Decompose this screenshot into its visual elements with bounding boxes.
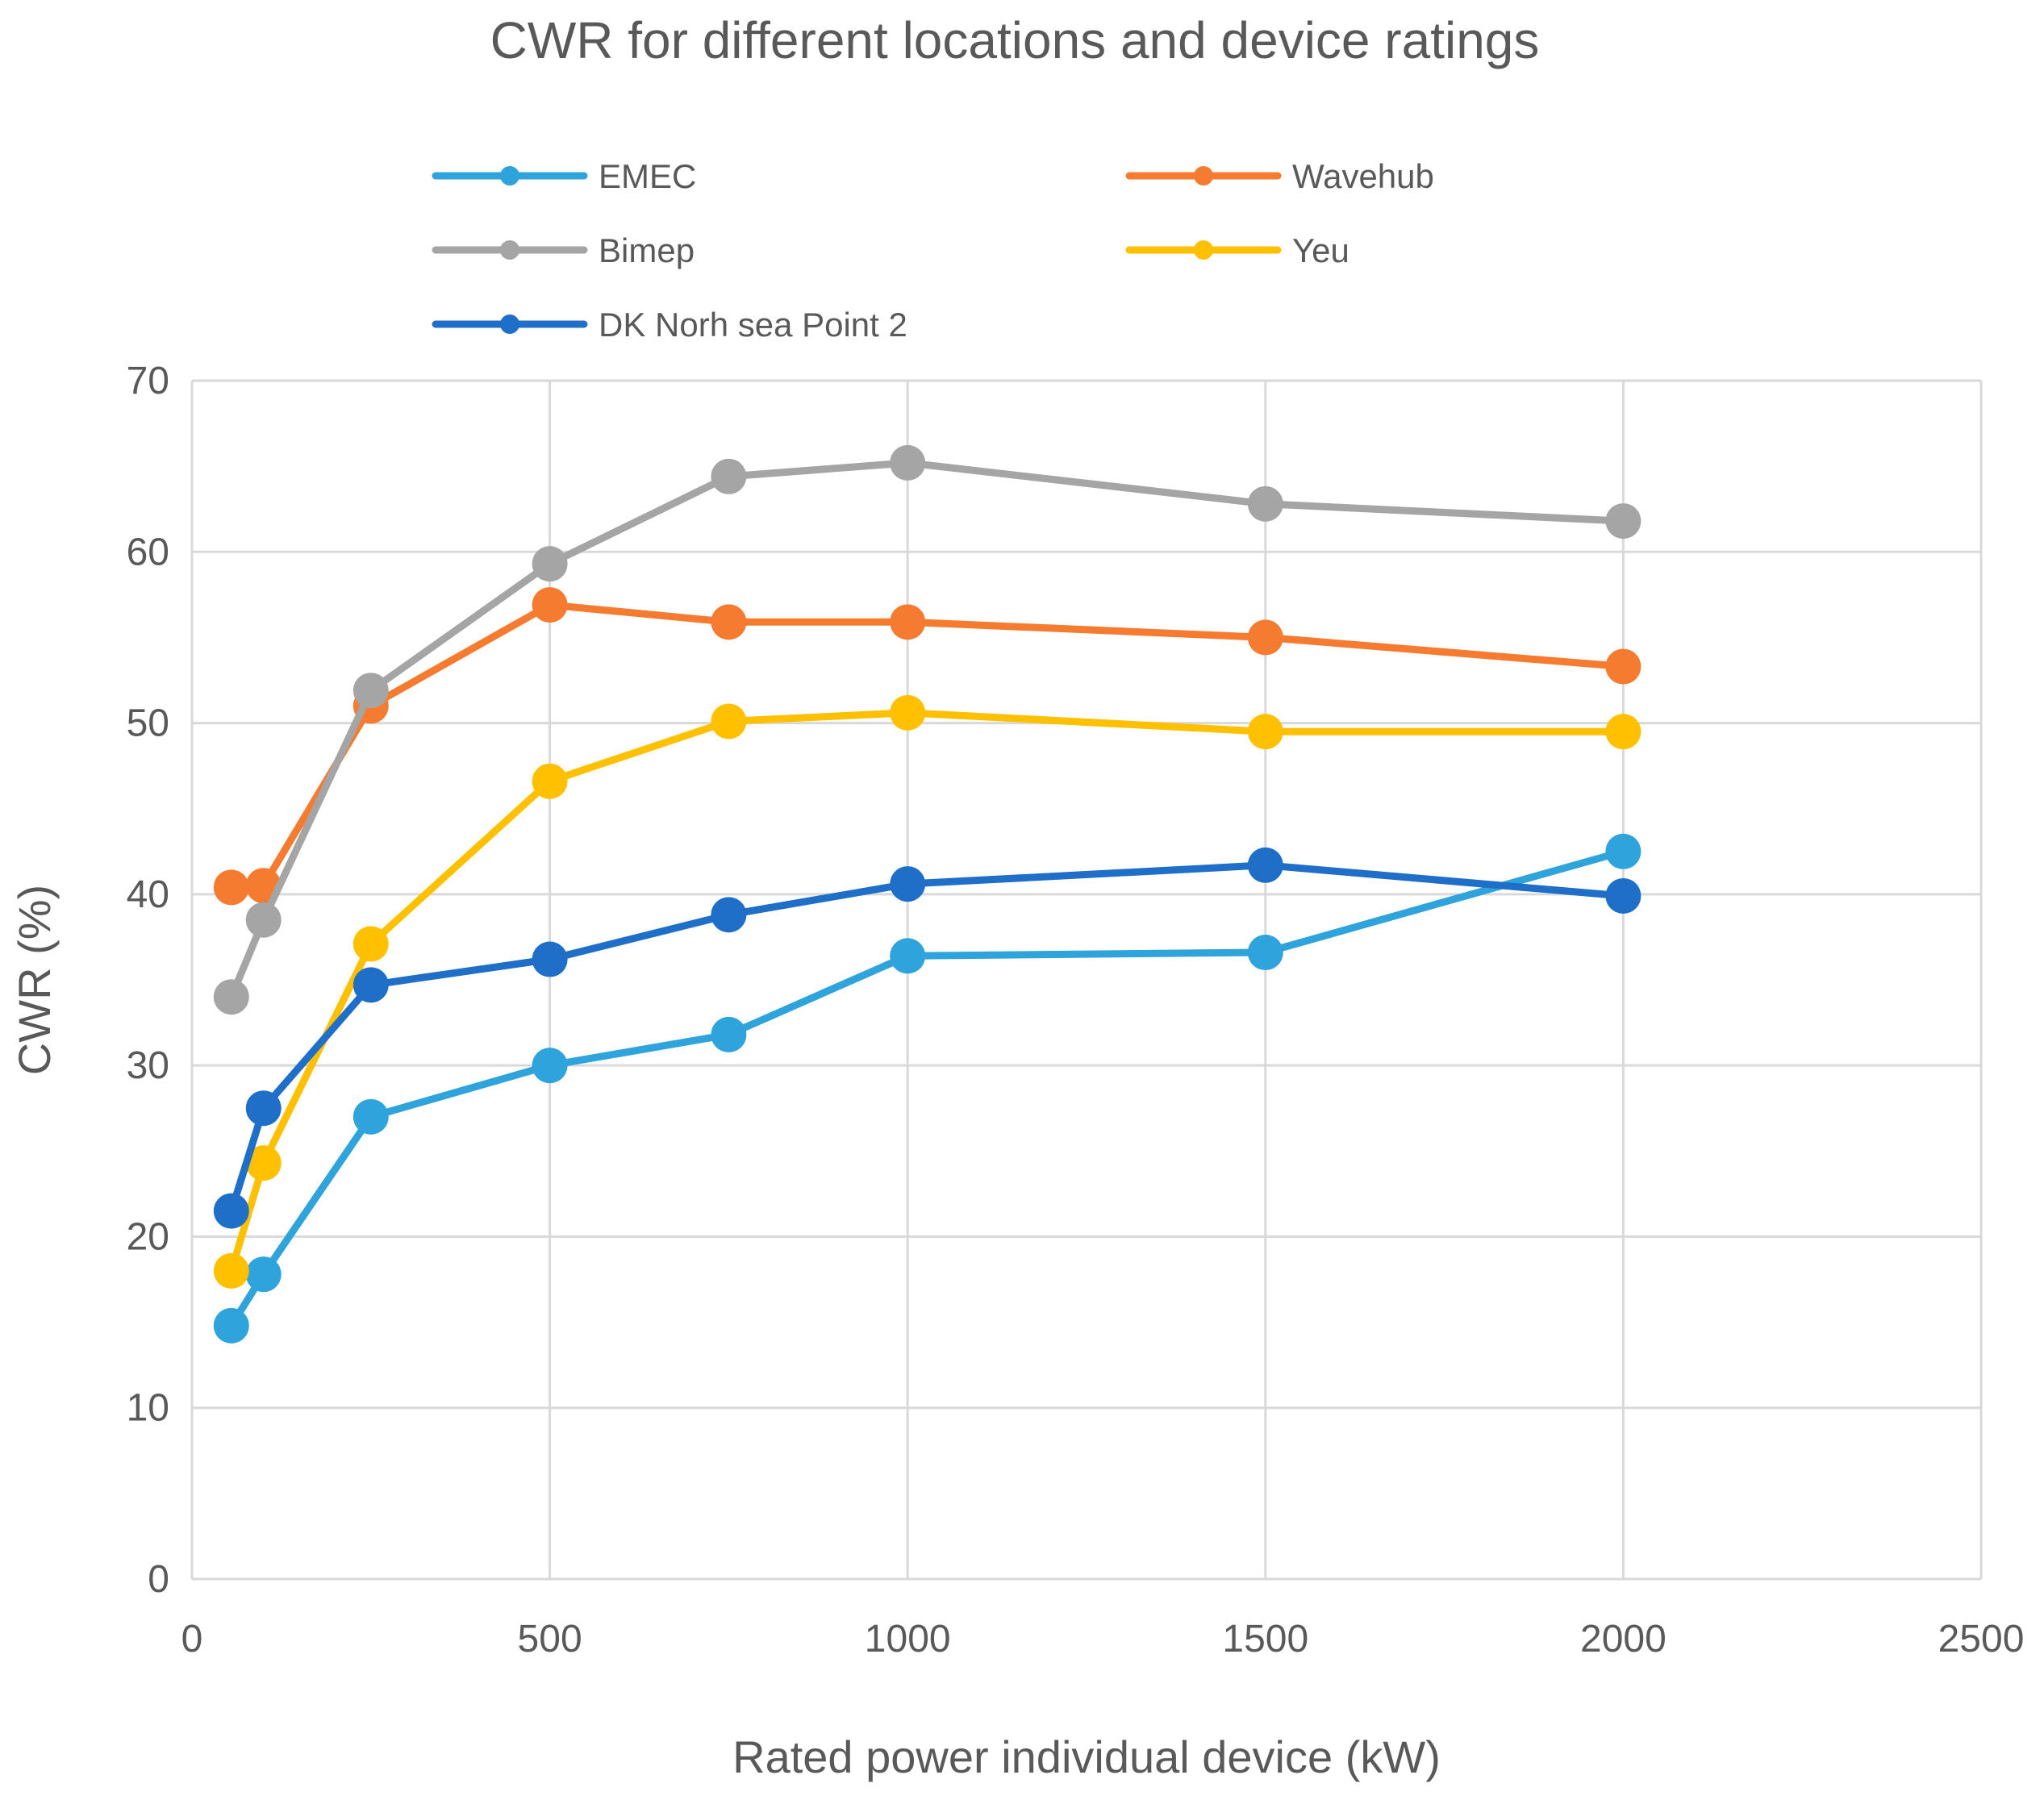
series-emec (213, 833, 1641, 1344)
data-point-bimep-250 (352, 673, 389, 709)
y-tick-label-30: 30 (127, 1044, 169, 1087)
data-point-yeu-750 (711, 703, 747, 740)
data-point-emec-1000 (890, 938, 926, 974)
data-point-bimep-55 (213, 979, 249, 1015)
legend-item-bimep: Bimep (432, 231, 695, 269)
legend-swatch-marker-emec (500, 166, 519, 185)
data-point-wavehub-500 (532, 587, 568, 623)
data-point-yeu-250 (352, 926, 389, 962)
y-tick-label-60: 60 (127, 531, 169, 573)
data-point-emec-2000 (1605, 833, 1641, 869)
series-line-yeu (227, 709, 1627, 1275)
data-point-emec-55 (213, 1307, 249, 1344)
chart-title: CWR for different locations and device r… (490, 11, 1540, 69)
data-point-emec-100 (245, 1256, 282, 1293)
series-line-wavehub (227, 601, 1627, 891)
legend-item-emec: EMEC (432, 157, 696, 195)
legend-label-bimep: Bimep (599, 231, 695, 269)
data-point-bimep-1000 (890, 444, 926, 481)
data-point-wavehub-2000 (1605, 648, 1641, 685)
series-line-bimep (227, 459, 1627, 1001)
data-point-dk-norh-sea-point-2-1500 (1247, 847, 1283, 883)
legend-label-wavehub: Wavehub (1292, 157, 1434, 195)
legend: EMEC Wavehub Bimep Yeu DK Norh sea Point 2 (432, 157, 1434, 344)
legend-swatch-marker-wavehub (1194, 166, 1213, 185)
x-tick-label-2000: 2000 (1580, 1618, 1666, 1660)
data-point-dk-norh-sea-point-2-100 (245, 1090, 282, 1127)
y-tick-label-40: 40 (127, 873, 169, 916)
series-dk-norh-sea-point-2 (213, 847, 1641, 1229)
y-axis-title: CWR (%) (9, 885, 60, 1075)
data-point-yeu-1500 (1247, 714, 1283, 750)
data-point-bimep-2000 (1605, 503, 1641, 540)
x-tick-label-1000: 1000 (865, 1618, 951, 1660)
legend-label-yeu: Yeu (1292, 231, 1349, 269)
x-tick-label-0: 0 (181, 1618, 203, 1660)
y-tick-label-20: 20 (127, 1215, 169, 1258)
data-point-emec-750 (711, 1016, 747, 1052)
legend-swatch-marker-yeu (1194, 240, 1213, 260)
data-point-bimep-1500 (1247, 485, 1283, 522)
data-point-dk-norh-sea-point-2-55 (213, 1193, 249, 1229)
data-point-emec-500 (532, 1048, 568, 1084)
series-wavehub (213, 587, 1641, 906)
data-point-yeu-100 (245, 1145, 282, 1181)
legend-item-yeu: Yeu (1125, 231, 1349, 269)
legend-swatch-marker-dk-norh-sea-point-2 (500, 315, 519, 334)
series-yeu (213, 694, 1641, 1289)
series-line-dk-norh-sea-point-2 (227, 861, 1627, 1215)
series-bimep (213, 444, 1641, 1015)
data-point-wavehub-55 (213, 869, 249, 906)
y-tick-label-70: 70 (127, 360, 169, 402)
x-tick-label-500: 500 (518, 1618, 582, 1660)
legend-swatch-marker-bimep (500, 240, 519, 260)
data-point-wavehub-750 (711, 604, 747, 640)
grid-lines (190, 379, 1983, 1581)
data-point-bimep-750 (711, 458, 747, 494)
y-tick-label-50: 50 (127, 702, 169, 745)
data-point-dk-norh-sea-point-2-250 (352, 967, 389, 1003)
data-point-yeu-55 (213, 1252, 249, 1289)
y-tick-label-0: 0 (148, 1558, 169, 1601)
axes: 0 10 20 30 40 50 60 70 0 500 1000 1500 2000 2500 (127, 360, 2025, 1660)
data-point-emec-1500 (1247, 935, 1283, 971)
data-point-yeu-500 (532, 763, 568, 799)
x-tick-label-1500: 1500 (1222, 1618, 1308, 1660)
legend-item-dk-norh-sea-point-2: DK Norh sea Point 2 (432, 306, 907, 344)
data-point-yeu-1000 (890, 694, 926, 731)
data-point-dk-norh-sea-point-2-1000 (890, 866, 926, 902)
x-axis-title: Rated power individual device (kW) (732, 1731, 1441, 1782)
data-point-bimep-100 (245, 902, 282, 938)
x-tick-label-2500: 2500 (1938, 1618, 2025, 1660)
data-point-wavehub-1000 (890, 604, 926, 640)
legend-label-dk-norh-sea-point-2: DK Norh sea Point 2 (599, 306, 907, 344)
data-point-bimep-500 (532, 546, 568, 582)
data-point-emec-250 (352, 1098, 389, 1135)
data-point-dk-norh-sea-point-2-750 (711, 897, 747, 933)
data-point-dk-norh-sea-point-2-500 (532, 941, 568, 977)
series-lines (213, 444, 1641, 1344)
data-point-wavehub-1500 (1247, 619, 1283, 656)
y-tick-label-10: 10 (127, 1387, 169, 1430)
data-point-yeu-2000 (1605, 714, 1641, 750)
series-line-emec (227, 848, 1627, 1330)
data-point-dk-norh-sea-point-2-2000 (1605, 877, 1641, 914)
legend-item-wavehub: Wavehub (1125, 157, 1434, 195)
legend-label-emec: EMEC (599, 157, 696, 195)
